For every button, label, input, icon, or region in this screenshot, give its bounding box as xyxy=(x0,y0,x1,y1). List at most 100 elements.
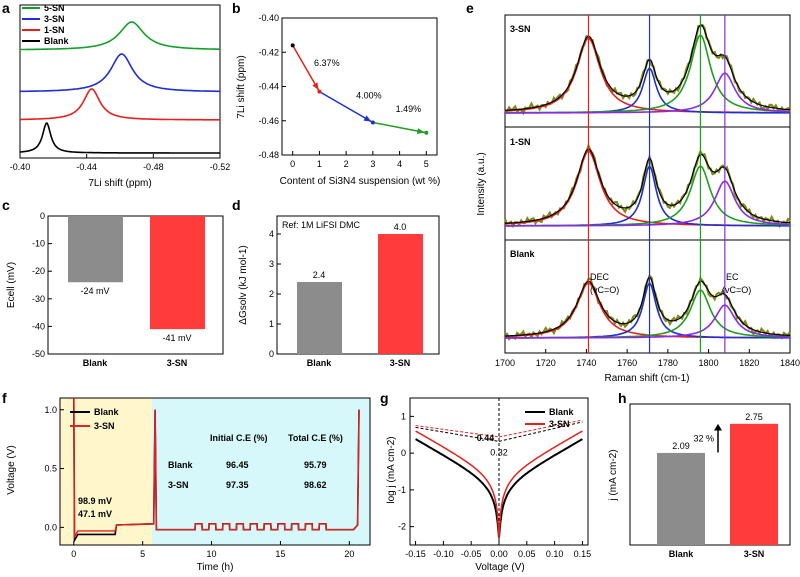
panel-g-ytick-label: -1 xyxy=(398,485,406,495)
panel-c-bar-Blank xyxy=(68,216,123,283)
panel-e-fit-component xyxy=(505,66,790,114)
panel-c-ytick-label: -20 xyxy=(32,266,45,276)
panel-g-tafel-fit xyxy=(415,426,500,442)
panel-g-ytick-label: 1 xyxy=(401,411,406,421)
panel-f-table: Initial C.E (%) Total C.E (%) Blank 96.45 95… xyxy=(168,433,343,490)
panel-c-category: Blank xyxy=(83,358,109,368)
panel-h-increase: 32 % xyxy=(693,433,714,443)
panel-e-xtick-label: 1800 xyxy=(699,358,719,368)
panel-g-xtick-label: 0.10 xyxy=(546,549,564,559)
panel-label-e: e xyxy=(466,0,474,16)
panel-b-point xyxy=(370,120,375,125)
panel-b-xtick-label: 5 xyxy=(424,159,429,169)
panel-d-ytick-label: 0 xyxy=(269,349,274,359)
panel-e-ec-mode: (vC=O) xyxy=(722,285,751,295)
panel-e-xtick-label: 1780 xyxy=(658,358,678,368)
panel-e-dec-mode: (vC=O) xyxy=(590,285,619,295)
panel-label-d: d xyxy=(232,197,241,213)
panel-a-frame xyxy=(19,4,221,159)
panel-c-ytick-label: -40 xyxy=(32,321,45,331)
panel-h-bar-Blank xyxy=(657,452,705,545)
panel-a-xtick-label: -0.52 xyxy=(210,162,231,172)
panel-b-ylabel: 7Li shift (ppm) xyxy=(236,55,247,118)
panel-c-ylabel: Ecell (mV) xyxy=(6,262,17,308)
panel-f-xtick-label: 10 xyxy=(207,549,217,559)
panel-d-ref: Ref: 1M LiFSI DMC xyxy=(282,220,361,230)
panel-b-point xyxy=(317,89,322,94)
panel-d-ytick-label: 2 xyxy=(269,289,274,299)
panel-e-plot: 1700 1720 1740 1760 1780 1800 1820 1840 xyxy=(495,15,800,368)
panel-e-xtick-label: 1740 xyxy=(576,358,596,368)
panel-f-xtick-label: 15 xyxy=(275,549,285,559)
panel-d-frame xyxy=(276,215,440,355)
panel-label-f: f xyxy=(2,390,7,406)
panel-f-legend-label: Blank xyxy=(94,407,120,417)
panel-h-category: 3-SN xyxy=(744,549,765,559)
panel-b-xtick-label: 0 xyxy=(290,159,295,169)
panel-g-label-blank: 0.32 xyxy=(490,447,508,457)
panel-h-category: Blank xyxy=(669,549,695,559)
panel-label-g: g xyxy=(380,390,389,406)
panel-c-data-label: -24 mV xyxy=(80,286,109,296)
panel-e-fit-component xyxy=(505,180,791,227)
panel-b-ytick-label: -0.48 xyxy=(258,150,279,160)
panel-a-xtick-label: -0.48 xyxy=(143,162,164,172)
panel-d-ytick-label: 1 xyxy=(269,319,274,329)
panel-g: g -0.15 -0.10 -0.05 0.00 0.05 0.10 0.15 1 0 -1 -2 0… xyxy=(380,390,591,573)
panel-label-a: a xyxy=(2,0,10,16)
panel-e-raw-spectrum xyxy=(504,23,791,116)
panel-e-frame xyxy=(504,14,791,354)
panel-c-frame xyxy=(47,215,224,355)
panel-b-arrowhead xyxy=(416,128,425,134)
panel-b-arrowhead xyxy=(312,82,319,90)
panel-g-ytick-label: -2 xyxy=(398,522,406,532)
panel-b-ytick-label: -0.42 xyxy=(258,47,279,57)
panel-f: f 0 5 10 15 20 0.0 0.5 1.0 Blank 3-SN 98.9 mV 47.1 … xyxy=(2,390,371,573)
panel-g-xtick-label: -0.15 xyxy=(405,549,426,559)
panel-f-yellow-bg xyxy=(60,398,152,545)
panel-d-ylabel: ΔGsolv (kJ mol-1) xyxy=(238,245,249,324)
panel-a-series-Blank xyxy=(19,122,220,154)
panel-h-ylabel: j (mA cm-2) xyxy=(608,449,619,501)
panel-b-xtick-label: 3 xyxy=(370,159,375,169)
panel-e-xtick-label: 1840 xyxy=(780,358,800,368)
panel-g-legend-label: Blank xyxy=(549,407,575,417)
panel-d-bar-3-SN xyxy=(378,234,423,354)
panel-f-table-header: Total C.E (%) xyxy=(288,433,343,443)
panel-e-sub-1sn: 1-SN xyxy=(510,137,531,147)
panel-f-xtick-label: 20 xyxy=(344,549,354,559)
panel-e-xtick-label: 1700 xyxy=(495,358,515,368)
panel-h-data-label: 2.09 xyxy=(672,441,690,451)
panel-b-ticks: 0 1 2 3 4 5 -0.40 -0.42 -0.44 -0.46 -0.48 xyxy=(258,13,428,169)
panel-c-bar-3-SN xyxy=(150,216,205,330)
panel-f-table-cell: 97.35 xyxy=(226,480,249,490)
panel-f-ytick-label: 1.0 xyxy=(44,405,57,415)
panel-b: b 0 1 2 3 4 5 -0.40 -0.42 -0.44 -0.46 -0.48 6.37% 4… xyxy=(232,0,440,187)
panel-f-table-cell: 98.62 xyxy=(304,480,327,490)
panel-c-data-label: -41 mV xyxy=(162,333,191,343)
panel-f-xlabel: Time (h) xyxy=(197,562,234,573)
panel-a-xlabel: 7Li shift (ppm) xyxy=(88,178,151,189)
panel-f-xtick-label: 5 xyxy=(140,549,145,559)
panel-g-ytick-label: 0 xyxy=(401,448,406,458)
panel-f-overpotential-blank: 98.9 mV xyxy=(78,496,112,506)
panel-b-ytick-label: -0.46 xyxy=(258,116,279,126)
panel-g-xtick-label: 0.15 xyxy=(574,549,592,559)
panel-e-fit-component xyxy=(505,304,791,339)
panel-f-ytick-label: 0.5 xyxy=(44,464,57,474)
panel-g-xtick-label: 0.00 xyxy=(490,549,508,559)
panel-c-ytick-label: -10 xyxy=(32,239,45,249)
panel-f-legend-label: 3-SN xyxy=(94,421,115,431)
panel-d: d Ref: 1M LiFSI DMC 0 1 2 3 4 2.4 Blank 4.0 3-SN… xyxy=(232,197,440,368)
panel-e-xtick-label: 1720 xyxy=(536,358,556,368)
panel-f-ytick-label: 0.0 xyxy=(44,522,57,532)
panel-g-ylabel: log j (mA cm-2) xyxy=(386,436,397,503)
panel-g-xtick-label: -0.05 xyxy=(461,549,482,559)
panel-label-b: b xyxy=(232,0,241,16)
panel-b-segment xyxy=(372,121,427,134)
panel-e-fit-total xyxy=(504,148,791,224)
panel-f-overpotential-3sn: 47.1 mV xyxy=(78,509,112,519)
